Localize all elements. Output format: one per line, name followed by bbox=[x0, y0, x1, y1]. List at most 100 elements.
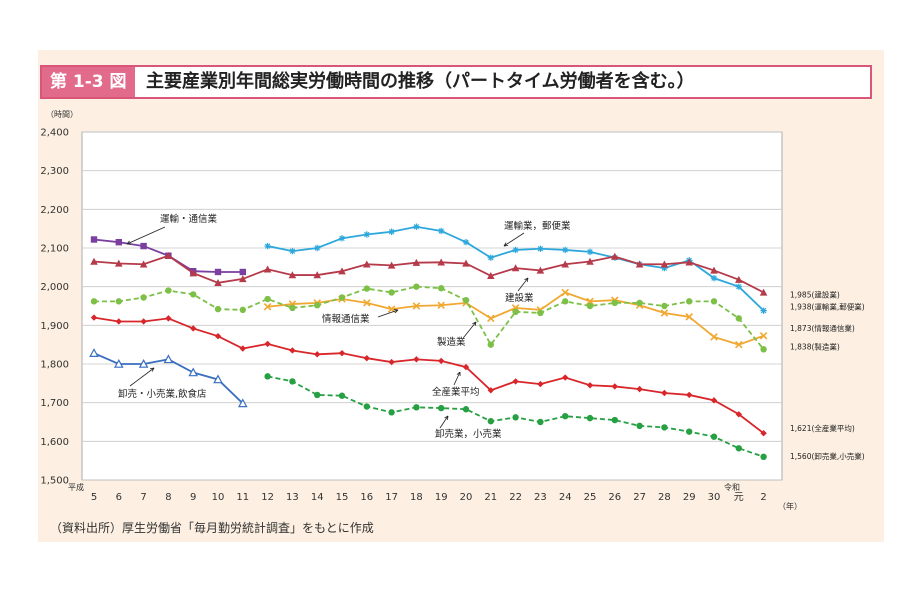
data-point bbox=[188, 367, 199, 377]
data-point bbox=[413, 356, 420, 363]
x-tick-label: 6 bbox=[116, 492, 122, 503]
y-tick-label: 2,200 bbox=[40, 205, 69, 216]
x-tick-label: 9 bbox=[190, 492, 196, 503]
annotation-arrow bbox=[439, 415, 449, 429]
x-tick-label: 15 bbox=[336, 492, 349, 503]
data-point bbox=[90, 298, 98, 305]
data-point bbox=[735, 340, 743, 349]
data-point bbox=[561, 288, 569, 297]
data-point bbox=[686, 298, 693, 305]
data-point bbox=[611, 299, 618, 307]
data-point bbox=[213, 374, 223, 384]
data-point bbox=[512, 246, 519, 254]
data-point bbox=[438, 227, 445, 235]
series-全産業平均: 1,621(全産業平均) bbox=[90, 314, 855, 437]
x-tick-label: 11 bbox=[236, 492, 249, 503]
y-tick-label: 2,400 bbox=[40, 128, 69, 139]
era-heisei-label: 平成 bbox=[68, 482, 84, 492]
data-point bbox=[165, 287, 172, 294]
data-point bbox=[562, 298, 569, 305]
y-tick-label: 2,100 bbox=[40, 244, 69, 255]
data-point bbox=[164, 251, 173, 259]
x-tick-label: 元 bbox=[734, 492, 744, 503]
arrow-head bbox=[126, 240, 132, 245]
arrow-head bbox=[503, 242, 509, 247]
x-tick-label: 18 bbox=[410, 492, 423, 503]
era-reiwa-label: 令和 bbox=[724, 482, 740, 492]
data-point bbox=[735, 275, 743, 283]
data-point bbox=[214, 332, 222, 340]
data-point bbox=[314, 351, 321, 358]
data-point bbox=[487, 387, 494, 394]
annotation-arrow bbox=[517, 277, 529, 292]
data-point bbox=[115, 239, 122, 246]
x-tick-label: 7 bbox=[140, 492, 146, 503]
data-point bbox=[239, 306, 246, 314]
data-point bbox=[537, 245, 544, 252]
data-point bbox=[685, 258, 693, 266]
data-point bbox=[214, 279, 222, 286]
y-tick-label: 2,000 bbox=[40, 282, 69, 293]
grid: 1,500 1,600 1,700 1,800 1,900 2,000 2,100 2,200… bbox=[40, 128, 783, 503]
data-point bbox=[264, 340, 271, 348]
data-point bbox=[338, 349, 346, 357]
data-point bbox=[661, 389, 668, 397]
data-point bbox=[710, 266, 718, 274]
data-point bbox=[388, 409, 395, 416]
data-point bbox=[140, 318, 147, 325]
data-point bbox=[413, 404, 420, 411]
data-point bbox=[462, 297, 470, 304]
series-line bbox=[93, 316, 765, 434]
data-point bbox=[214, 268, 222, 276]
data-point bbox=[289, 247, 296, 255]
data-point bbox=[562, 246, 569, 254]
y-tick-label: 2,300 bbox=[40, 166, 69, 177]
data-point bbox=[90, 257, 98, 265]
data-point bbox=[239, 275, 247, 283]
data-point bbox=[363, 231, 370, 238]
figure-number-badge: 第 1-3 図 bbox=[42, 67, 135, 97]
data-point bbox=[387, 261, 396, 269]
data-point bbox=[289, 378, 296, 385]
data-point bbox=[288, 271, 297, 279]
data-point bbox=[237, 398, 248, 408]
data-point bbox=[710, 298, 718, 305]
annotation-arrow bbox=[503, 232, 525, 247]
data-point bbox=[611, 383, 618, 390]
x-tick-label: 19 bbox=[435, 492, 448, 503]
data-point bbox=[760, 307, 767, 314]
data-point bbox=[140, 242, 147, 250]
data-point bbox=[537, 418, 544, 426]
annotation-arrow bbox=[126, 226, 166, 245]
data-point bbox=[165, 315, 172, 322]
data-point bbox=[113, 358, 124, 368]
source-note: （資料出所）厚生労働省「毎月勤労統計調査」をもとに作成 bbox=[50, 521, 374, 535]
data-point bbox=[115, 259, 123, 267]
data-point bbox=[686, 391, 693, 399]
data-point bbox=[586, 297, 594, 306]
end-label: 1,621(全産業平均) bbox=[790, 423, 855, 433]
annotation-arrow bbox=[453, 371, 461, 386]
series-annotation: 情報通信業 bbox=[322, 313, 370, 325]
data-point bbox=[586, 414, 594, 422]
data-point bbox=[190, 291, 197, 298]
series-製造業: 1,838(製造業) bbox=[90, 283, 840, 353]
y-axis-unit: （時間） bbox=[46, 110, 78, 119]
data-point bbox=[735, 283, 742, 290]
data-point bbox=[438, 357, 445, 365]
data-point bbox=[239, 268, 246, 276]
arrow-head bbox=[524, 277, 529, 282]
data-point bbox=[163, 354, 174, 364]
data-point bbox=[239, 345, 246, 352]
data-point bbox=[363, 285, 370, 292]
data-point bbox=[412, 302, 421, 310]
data-point bbox=[487, 314, 495, 323]
y-tick-label: 1,800 bbox=[40, 360, 69, 371]
data-point bbox=[710, 433, 718, 440]
data-point bbox=[363, 355, 370, 362]
data-point bbox=[636, 299, 643, 307]
data-point bbox=[636, 422, 643, 430]
x-axis-unit: （年） bbox=[778, 501, 802, 511]
